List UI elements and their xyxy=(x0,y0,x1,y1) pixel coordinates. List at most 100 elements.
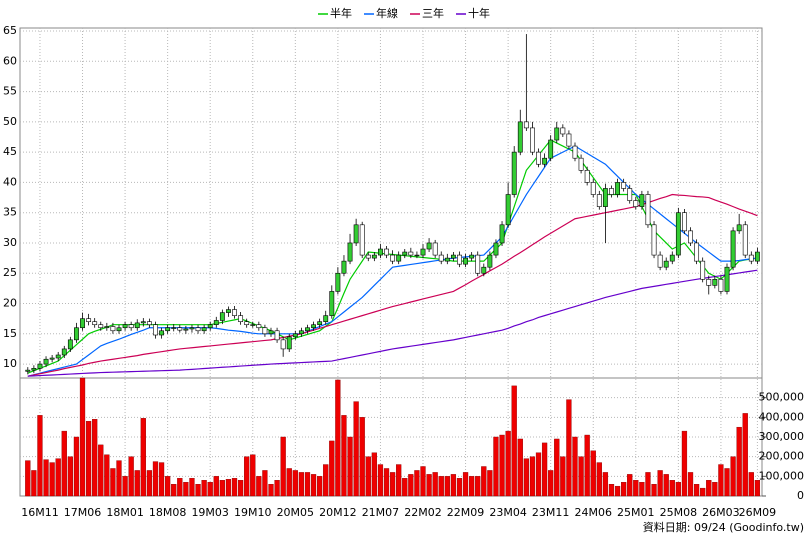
candle-body xyxy=(323,315,329,322)
volume-bar xyxy=(456,478,463,497)
candle-body xyxy=(511,151,517,195)
volume-bar xyxy=(298,472,305,497)
y-tick-label: 15 xyxy=(3,327,17,340)
candle-body xyxy=(505,194,511,226)
x-tick-label: 18M01 xyxy=(106,506,144,519)
volume-bar xyxy=(183,482,189,497)
volume-bar xyxy=(541,442,548,497)
volume-bar xyxy=(61,430,67,497)
candle-body xyxy=(37,363,43,369)
y-tick-label: 40 xyxy=(3,175,17,188)
candle-body xyxy=(74,327,79,341)
volume-bar xyxy=(748,472,754,497)
candle-body xyxy=(146,321,152,326)
candle-body xyxy=(596,194,602,207)
volume-bar xyxy=(614,485,621,497)
candle-body xyxy=(590,182,596,195)
candle-body xyxy=(244,321,250,326)
candle-body xyxy=(621,182,627,189)
volume-bar xyxy=(742,413,748,497)
volume-bar xyxy=(754,480,761,497)
candle-body xyxy=(55,354,61,359)
candle-body xyxy=(432,242,438,256)
volume-bar xyxy=(92,419,98,497)
volume-bar xyxy=(67,456,73,497)
candle-body xyxy=(420,248,426,256)
volume-bar xyxy=(158,462,165,497)
volume-bar xyxy=(207,482,213,497)
candle-body xyxy=(645,194,651,226)
candle-body xyxy=(730,230,736,268)
candle-body xyxy=(396,254,402,262)
x-tick-label: 19M10 xyxy=(234,506,272,519)
candle-body xyxy=(189,327,195,330)
volume-bar xyxy=(718,464,724,497)
candle-body xyxy=(25,369,31,372)
volume-bar xyxy=(645,472,651,497)
volume-bar xyxy=(724,468,730,497)
candle-body xyxy=(669,254,675,262)
x-tick-label: 20M05 xyxy=(277,506,315,519)
x-tick-label: 22M09 xyxy=(447,506,485,519)
candle-body xyxy=(268,330,274,335)
candle-body xyxy=(523,121,529,129)
volume-bar xyxy=(572,436,578,497)
volume-bar xyxy=(341,415,347,497)
volume-bar xyxy=(237,480,244,497)
legend-label: 三年 xyxy=(422,6,444,20)
x-tick-label: 23M04 xyxy=(489,506,527,519)
volume-bar xyxy=(286,468,292,497)
candle-body xyxy=(627,188,633,201)
volume-bar xyxy=(292,470,298,497)
candle-body xyxy=(657,254,663,268)
y2-tick-label: 400,000 xyxy=(759,410,805,423)
candle-body xyxy=(651,224,657,256)
volume-bar xyxy=(681,430,688,497)
volume-bar xyxy=(712,482,718,497)
volume-bar xyxy=(420,466,426,497)
candle-body xyxy=(238,315,244,322)
volume-bar xyxy=(475,476,481,497)
volume-bar xyxy=(177,478,183,497)
volume-bar xyxy=(548,470,554,497)
volume-bar xyxy=(110,468,116,497)
x-tick-label: 19M03 xyxy=(191,506,229,519)
candle-body xyxy=(305,327,310,332)
volume-bar xyxy=(353,401,359,497)
candle-body xyxy=(80,318,85,329)
candle-body xyxy=(67,339,73,350)
candle-body xyxy=(213,320,219,326)
volume-bar xyxy=(231,478,238,497)
candle-body xyxy=(718,278,724,292)
volume-bar xyxy=(365,456,371,497)
candle-body xyxy=(469,254,475,259)
candle-body xyxy=(542,157,548,165)
volume-bar xyxy=(675,482,681,497)
candle-body xyxy=(159,330,164,336)
y2-tick-label: 100,000 xyxy=(759,469,805,482)
candle-body xyxy=(633,200,639,207)
volume-bar xyxy=(438,476,444,497)
volume-bar xyxy=(85,421,92,497)
volume-bar xyxy=(523,458,529,497)
candle-body xyxy=(554,127,560,141)
volume-bar xyxy=(128,456,134,497)
volume-bar xyxy=(511,385,517,497)
y-tick-label: 60 xyxy=(3,54,17,67)
candle-body xyxy=(280,339,286,350)
candle-body xyxy=(317,321,323,326)
candle-body xyxy=(706,278,712,286)
volume-bar xyxy=(736,426,742,497)
candle-body xyxy=(165,327,171,332)
volume-bar xyxy=(444,476,450,497)
candle-body xyxy=(487,254,493,268)
candle-body xyxy=(444,257,450,262)
volume-bar xyxy=(432,472,438,497)
volume-bar xyxy=(633,480,639,497)
volume-bar xyxy=(554,438,560,497)
candle-body xyxy=(688,230,693,244)
y-tick-label: 10 xyxy=(3,357,17,370)
y-tick-label: 20 xyxy=(3,297,17,310)
candle-body xyxy=(177,327,183,331)
candle-body xyxy=(457,254,462,265)
